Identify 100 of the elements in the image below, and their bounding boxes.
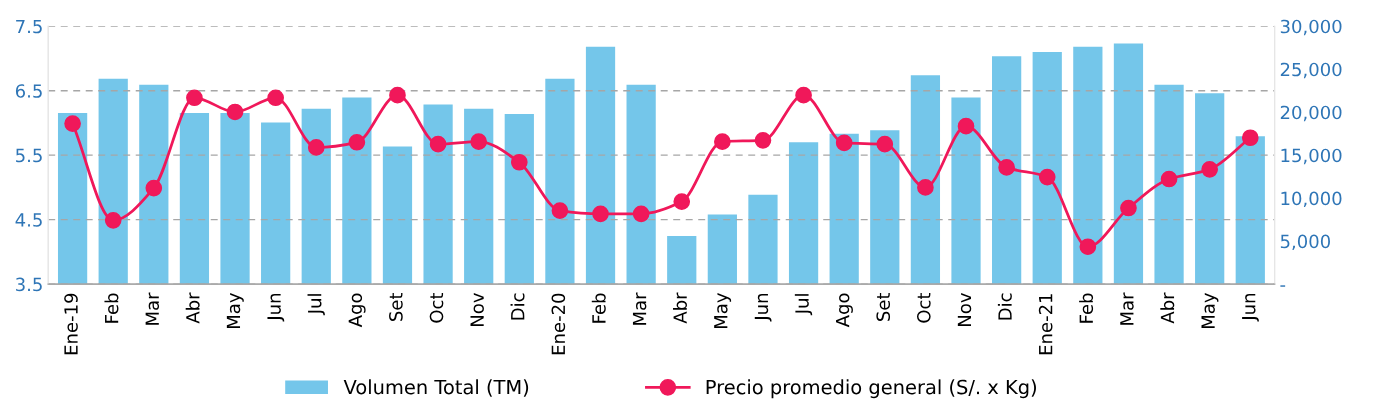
point — [145, 179, 163, 197]
point — [917, 179, 934, 196]
point — [104, 211, 122, 229]
bar — [139, 84, 169, 285]
y-tick-label: 3.5 — [16, 277, 42, 292]
x-tick-label: Ago — [836, 293, 853, 328]
bar — [423, 104, 453, 285]
y-tick-label: 6.5 — [15, 84, 42, 98]
point — [510, 153, 528, 171]
x-tick-label: May — [1201, 293, 1219, 329]
y2-tick-label: 20,000 — [1280, 105, 1342, 122]
y2-tick-label: 15,000 — [1281, 148, 1342, 165]
x-tick-label: Oct — [429, 292, 444, 323]
y2-tick-label: - — [1280, 285, 1286, 287]
x-tick-label: Mar — [1120, 292, 1134, 325]
point — [429, 135, 447, 153]
bar — [382, 146, 413, 285]
point — [592, 205, 609, 223]
bar — [545, 78, 575, 285]
x-tick-label: May — [714, 293, 732, 329]
bar — [301, 108, 331, 285]
y-tick-label: 4.5 — [15, 213, 42, 227]
point — [998, 159, 1015, 176]
x-tick-label: Mar — [632, 292, 647, 325]
bar — [1032, 52, 1062, 285]
x-tick-label: Mar — [145, 292, 160, 325]
bar — [992, 56, 1022, 285]
point — [714, 133, 731, 150]
x-tick-label: Ene-20 — [551, 293, 566, 355]
bar — [464, 108, 494, 285]
y2-tick-label: 10,000 — [1281, 191, 1342, 208]
bar — [707, 214, 737, 285]
bar — [504, 113, 534, 285]
bar — [1235, 136, 1265, 285]
point — [632, 205, 650, 223]
x-tick-label: Jun — [754, 293, 772, 322]
x-tick-label: Abr — [673, 292, 687, 324]
bar — [342, 97, 372, 285]
point — [1201, 161, 1219, 178]
x-tick-label: Set — [389, 292, 403, 321]
bar — [870, 130, 900, 285]
point — [673, 193, 691, 210]
x-tick-label: May — [226, 293, 244, 329]
point — [957, 117, 975, 135]
x-tick-label: Jul — [307, 294, 325, 316]
y2-tick-label: 30,000 — [1280, 19, 1342, 36]
x-tick-label: Nov — [957, 293, 972, 326]
x-tick-label: Feb — [104, 293, 119, 323]
bar — [829, 133, 859, 285]
x-tick-label: Feb — [591, 293, 606, 323]
point — [754, 132, 772, 149]
y2-tick-label: 25,000 — [1280, 62, 1342, 79]
x-tick-label: Ago — [348, 293, 366, 328]
point — [1079, 238, 1097, 256]
bar — [788, 142, 819, 285]
bar — [951, 97, 981, 285]
point — [470, 133, 488, 150]
bar — [261, 122, 291, 285]
point — [348, 133, 366, 151]
bar — [626, 84, 656, 285]
x-tick-label: Oct — [916, 292, 931, 323]
bar — [1154, 84, 1184, 285]
point — [307, 139, 325, 156]
point — [226, 103, 244, 121]
legend-label: Precio promedio general (S/. x Kg) — [706, 379, 1036, 399]
point — [186, 89, 203, 107]
bar — [910, 75, 941, 285]
x-tick-label: Dic — [510, 293, 525, 320]
y-tick-label: 5.5 — [16, 148, 42, 163]
point — [1160, 170, 1178, 188]
x-tick-label: Ene-19 — [64, 293, 78, 355]
x-tick-label: Jul — [794, 294, 813, 316]
bar — [220, 113, 250, 285]
bar — [1113, 43, 1144, 285]
x-tick-label: Jun — [1242, 293, 1259, 322]
bar — [585, 46, 616, 285]
x-tick-label: Nov — [470, 293, 484, 326]
x-tick-label: Dic — [997, 293, 1012, 320]
point — [64, 115, 81, 132]
point — [1241, 129, 1259, 147]
point — [389, 86, 406, 104]
point — [1038, 168, 1056, 186]
x-tick-label: Set — [876, 292, 891, 321]
bar — [1073, 46, 1103, 285]
bar — [179, 113, 210, 285]
point — [835, 134, 853, 152]
bar — [57, 113, 88, 285]
point — [876, 135, 894, 153]
y2-tick-label: 5,000 — [1280, 234, 1330, 251]
x-tick-label: Ene-21 — [1038, 294, 1053, 355]
x-tick-label: Jun — [267, 293, 285, 322]
legend-label: Volumen Total (TM) — [343, 379, 529, 397]
point — [795, 86, 812, 104]
bar — [98, 78, 128, 285]
bar — [1195, 93, 1225, 285]
point — [551, 202, 569, 219]
y-tick-label: 7.5 — [16, 19, 42, 34]
bar — [748, 194, 778, 285]
bar — [667, 235, 697, 285]
x-tick-label: Abr — [185, 292, 200, 324]
